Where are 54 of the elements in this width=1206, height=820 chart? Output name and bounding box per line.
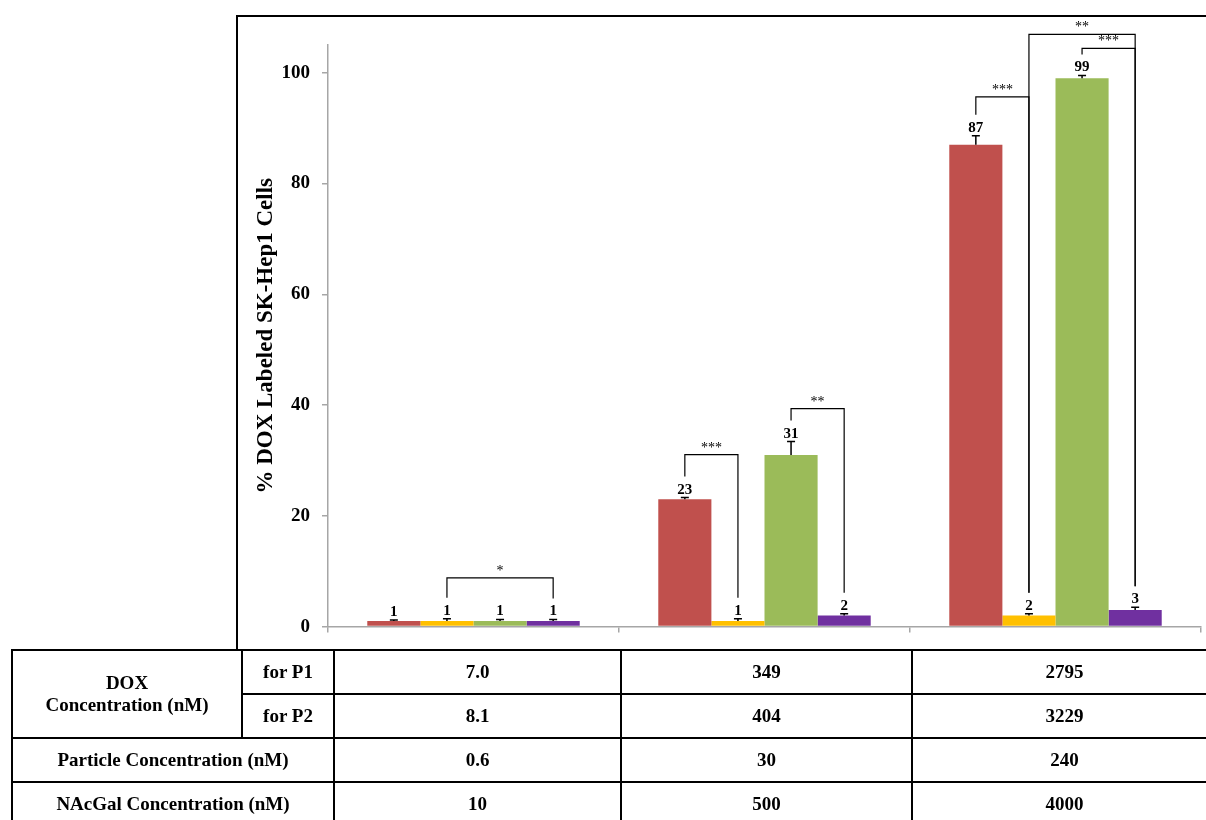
bar: [817, 615, 871, 626]
data-label: 2: [840, 596, 848, 613]
text: for P1: [242, 650, 334, 694]
bar: [1002, 615, 1056, 626]
y-tick-label: 100: [281, 60, 310, 82]
y-tick-label: 80: [291, 171, 310, 193]
data-label: 23: [677, 480, 693, 497]
data-label: 31: [783, 424, 799, 441]
annotation: *: [496, 562, 504, 578]
annotation: ***: [991, 81, 1013, 97]
text: 30: [621, 738, 912, 782]
y-tick-label: 60: [291, 282, 310, 304]
bar: [367, 621, 421, 626]
data-label: 99: [1074, 58, 1090, 75]
y-axis-title: % DOX Labeled SK-Hep1 Cells: [251, 177, 277, 494]
y-tick-label: 0: [300, 614, 310, 636]
y-tick-label: 20: [291, 503, 310, 525]
text: 3229: [912, 694, 1206, 738]
bar: [711, 621, 765, 626]
bar: [764, 454, 818, 626]
text: DOX Concentration (nM): [44, 672, 210, 716]
data-label: 1: [549, 602, 557, 619]
bar: [526, 621, 580, 626]
data-label: 87: [968, 118, 984, 135]
text: for P2: [242, 694, 334, 738]
text: 404: [621, 694, 912, 738]
data-label: 3: [1131, 590, 1139, 607]
text: 7.0: [334, 650, 621, 694]
text: 0.6: [334, 738, 621, 782]
text: 2795: [912, 650, 1206, 694]
bar: [1108, 609, 1162, 626]
data-label: 1: [734, 601, 742, 618]
data-label: 1: [390, 602, 398, 619]
y-tick-label: 40: [291, 392, 310, 414]
bar: [1055, 78, 1109, 626]
text: Particle Concentration (nM): [12, 738, 334, 782]
text: 4000: [912, 782, 1206, 820]
bar: [420, 621, 474, 626]
text: 8.1: [334, 694, 621, 738]
text: 500: [621, 782, 912, 820]
annotation: **: [810, 393, 825, 409]
data-label: 2: [1025, 596, 1033, 613]
text: NAcGal Concentration (nM): [12, 782, 334, 820]
text: 10: [334, 782, 621, 820]
text: **: [1075, 19, 1090, 35]
bar: [949, 144, 1003, 626]
bar: [658, 499, 712, 626]
annotation: ***: [700, 439, 722, 455]
bar: [473, 621, 527, 626]
annotation: ***: [1098, 33, 1120, 49]
data-label: 1: [443, 601, 451, 618]
text: 240: [912, 738, 1206, 782]
data-label: 1: [496, 602, 504, 619]
text: 349: [621, 650, 912, 694]
